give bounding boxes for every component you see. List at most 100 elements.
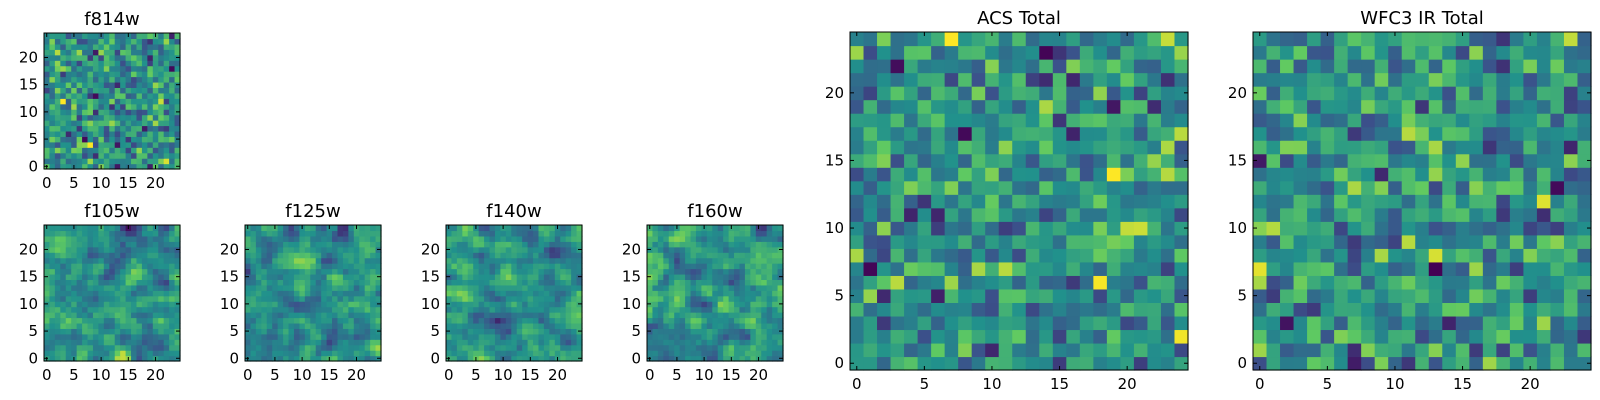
heatmap-cell — [337, 225, 344, 232]
heatmap-cell — [904, 140, 919, 155]
heatmap-cell — [169, 103, 176, 110]
heatmap-cell — [755, 235, 762, 242]
heatmap-cell — [850, 72, 865, 87]
heatmap-cell — [337, 284, 344, 291]
heatmap-cell — [332, 230, 339, 237]
heatmap-cell — [538, 273, 545, 280]
heatmap-cell — [169, 263, 176, 270]
heatmap-cell — [971, 207, 986, 222]
heatmap-cell — [60, 235, 67, 242]
panel-title: f814w — [84, 9, 139, 30]
heatmap-cell — [549, 339, 556, 346]
heatmap-cell — [500, 339, 507, 346]
heatmap-cell — [685, 246, 692, 253]
heatmap-cell — [1361, 140, 1376, 155]
heatmap-cell — [277, 290, 284, 297]
heatmap-cell — [467, 328, 474, 335]
x-tick-label: 15 — [1050, 375, 1069, 393]
heatmap-cell — [1428, 194, 1443, 209]
heatmap-cell — [326, 317, 333, 324]
heatmap-cell — [505, 317, 512, 324]
heatmap-cell — [87, 295, 94, 302]
heatmap-cell — [82, 92, 89, 99]
heatmap-cell — [717, 306, 724, 313]
heatmap-cell — [565, 344, 572, 351]
heatmap-cell — [1347, 234, 1362, 249]
heatmap-cell — [761, 263, 768, 270]
heatmap-cell — [451, 235, 458, 242]
heatmap-cell — [1160, 72, 1176, 87]
heatmap-cell — [772, 279, 779, 286]
heatmap-cell — [446, 295, 453, 302]
heatmap-cell — [109, 235, 116, 242]
heatmap-cell — [652, 344, 659, 351]
heatmap-cell — [1577, 315, 1592, 331]
heatmap-cell — [761, 235, 768, 242]
heatmap-cell — [1120, 329, 1135, 344]
heatmap-cell — [985, 140, 1000, 155]
heatmap-cell — [478, 257, 485, 264]
heatmap-cell — [1523, 113, 1538, 128]
heatmap-cell — [54, 130, 61, 137]
heatmap-cell — [103, 339, 110, 346]
x-tick-label: 10 — [494, 366, 513, 384]
heatmap-cell — [958, 194, 973, 209]
heatmap-cell — [712, 252, 719, 259]
heatmap-cell — [1563, 342, 1579, 358]
heatmap-cell — [1536, 153, 1552, 168]
heatmap-cell — [533, 344, 540, 351]
heatmap-cell — [342, 273, 349, 280]
heatmap-cell — [342, 312, 349, 319]
heatmap-cell — [109, 355, 116, 362]
heatmap-cell — [359, 339, 366, 346]
heatmap-cell — [877, 86, 892, 101]
heatmap-cell — [511, 317, 518, 324]
heatmap-cell — [1347, 180, 1362, 195]
heatmap-cell — [1334, 180, 1349, 195]
heatmap-cell — [304, 290, 311, 297]
heatmap-cell — [136, 43, 143, 50]
heatmap-cell — [1147, 32, 1162, 47]
heatmap-cell — [1052, 140, 1067, 155]
heatmap-cell — [60, 65, 67, 72]
heatmap-cell — [158, 279, 165, 286]
heatmap-cell — [1266, 234, 1281, 249]
heatmap-cell — [136, 54, 143, 61]
heatmap-cell — [44, 230, 51, 237]
heatmap-cell — [1039, 126, 1054, 141]
heatmap-cell — [1039, 194, 1054, 209]
heatmap-cell — [571, 284, 578, 291]
heatmap-cell — [750, 333, 757, 340]
heatmap-cell — [690, 273, 697, 280]
heatmap-cell — [71, 322, 78, 329]
heatmap-cell — [1550, 234, 1565, 249]
heatmap-cell — [98, 268, 105, 275]
heatmap-cell — [516, 344, 523, 351]
heatmap-cell — [141, 98, 148, 105]
heatmap-cell — [174, 252, 181, 259]
heatmap-cell — [1280, 261, 1295, 276]
heatmap-cell — [49, 130, 56, 137]
heatmap-cell — [293, 306, 300, 313]
heatmap-cell — [147, 301, 154, 308]
heatmap-cell — [522, 263, 529, 270]
heatmap-cell — [571, 333, 578, 340]
heatmap-cell — [1361, 248, 1376, 263]
heatmap-cell — [1428, 126, 1443, 141]
heatmap-cell — [971, 329, 986, 344]
heatmap-cell — [82, 49, 89, 56]
heatmap-cell — [1536, 329, 1552, 344]
heatmap-cell — [131, 235, 138, 242]
heatmap-cell — [565, 350, 572, 357]
heatmap-cell — [1577, 288, 1592, 303]
heatmap-cell — [82, 350, 89, 357]
heatmap-cell — [511, 252, 518, 259]
heatmap-cell — [87, 273, 94, 280]
heatmap-cell — [1388, 59, 1403, 74]
heatmap-cell — [375, 268, 382, 275]
heatmap-cell — [522, 339, 529, 346]
heatmap-cell — [772, 273, 779, 280]
heatmap-cell — [1133, 113, 1149, 128]
heatmap-cell — [484, 268, 491, 275]
heatmap-cell — [576, 257, 583, 264]
